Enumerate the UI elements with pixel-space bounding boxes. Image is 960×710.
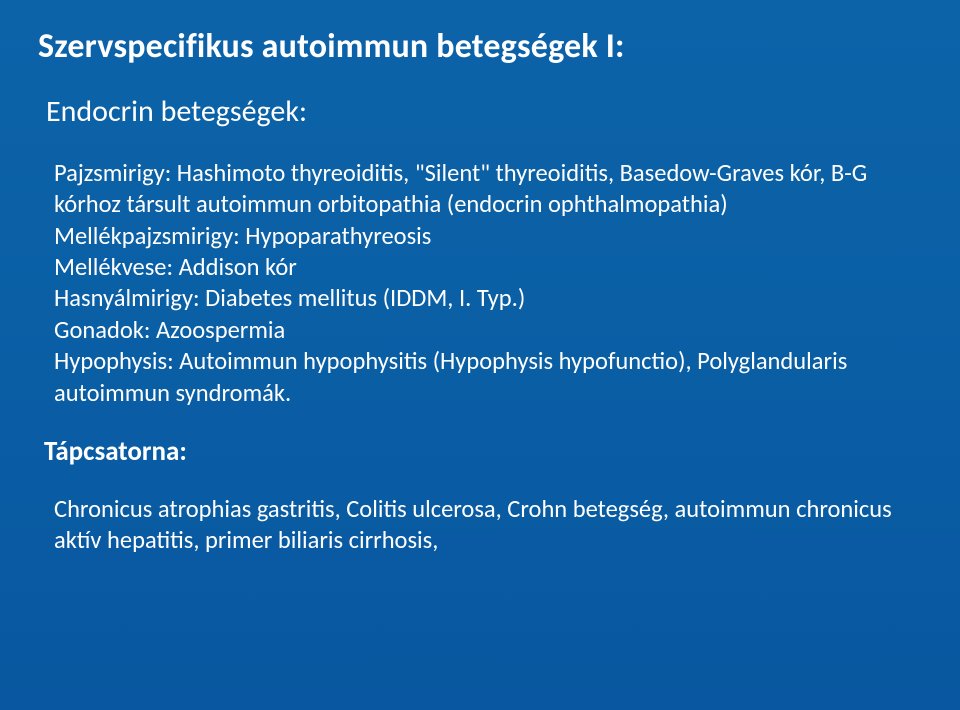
slide-title: Szervspecifikus autoimmun betegségek I: [38,26,922,67]
para-tapcsatorna-list: Chronicus atrophias gastritis, Colitis u… [54,494,922,557]
para-mellekvese: Mellékvese: Addison kór [54,252,922,283]
section1-body: Pajzsmirigy: Hashimoto thyreoiditis, "Si… [38,158,922,409]
section-heading-endocrin: Endocrin betegségek: [46,93,922,130]
para-hasnyalmirigy: Hasnyálmirigy: Diabetes mellitus (IDDM, … [54,283,922,314]
section-heading-tapcsatorna: Tápcsatorna: [44,435,922,468]
para-mellekpajzsmirigy: Mellékpajzsmirigy: Hypoparathyreosis [54,221,922,252]
para-pajzsmirigy: Pajzsmirigy: Hashimoto thyreoiditis, "Si… [54,158,922,221]
section2-body: Chronicus atrophias gastritis, Colitis u… [38,494,922,557]
para-hypophysis: Hypophysis: Autoimmun hypophysitis (Hypo… [54,346,922,409]
para-gonadok: Gonadok: Azoospermia [54,315,922,346]
